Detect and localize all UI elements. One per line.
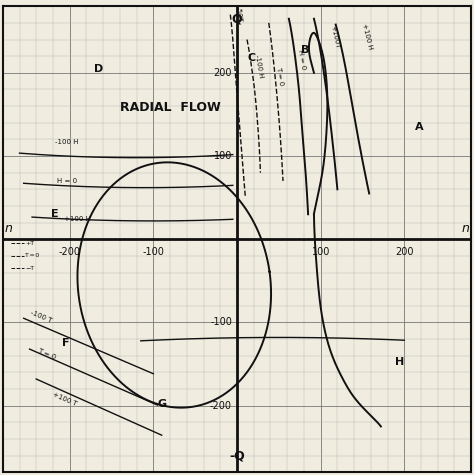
Text: A: A <box>415 122 424 132</box>
Text: +100 H: +100 H <box>64 216 91 222</box>
Text: E: E <box>51 209 58 219</box>
Text: -100 H: -100 H <box>55 139 78 145</box>
Text: T = 0: T = 0 <box>26 253 40 258</box>
Text: T = 0: T = 0 <box>36 348 56 361</box>
Text: Q: Q <box>232 13 242 26</box>
Text: +T: +T <box>26 241 35 246</box>
Text: -100 H: -100 H <box>254 54 264 78</box>
Text: H = 0: H = 0 <box>57 178 77 184</box>
Text: n: n <box>5 222 13 235</box>
Text: -Q: -Q <box>229 449 245 462</box>
Text: -100 T: -100 T <box>29 309 53 323</box>
Text: H = 0: H = 0 <box>297 49 307 70</box>
Text: n: n <box>461 222 469 235</box>
Text: 200: 200 <box>213 68 232 78</box>
Text: D: D <box>94 64 104 74</box>
Text: G: G <box>157 399 166 409</box>
Text: H: H <box>395 357 405 367</box>
Text: +100 T: +100 T <box>51 391 77 407</box>
Text: -50T: -50T <box>235 6 242 22</box>
Text: C: C <box>247 53 255 63</box>
Text: F: F <box>62 338 69 348</box>
Text: T = 0: T = 0 <box>275 66 285 86</box>
Text: 100: 100 <box>214 151 232 161</box>
Text: -200: -200 <box>210 400 232 411</box>
Text: B: B <box>301 45 310 55</box>
Text: 200: 200 <box>395 247 413 256</box>
Text: +100T: +100T <box>329 25 340 49</box>
Text: RADIAL  FLOW: RADIAL FLOW <box>120 101 220 114</box>
Text: −T: −T <box>26 266 35 271</box>
Text: -200: -200 <box>59 247 81 256</box>
Text: +100 H: +100 H <box>361 23 373 50</box>
Text: -100: -100 <box>142 247 164 256</box>
Text: 100: 100 <box>311 247 330 256</box>
Text: -100: -100 <box>210 317 232 327</box>
